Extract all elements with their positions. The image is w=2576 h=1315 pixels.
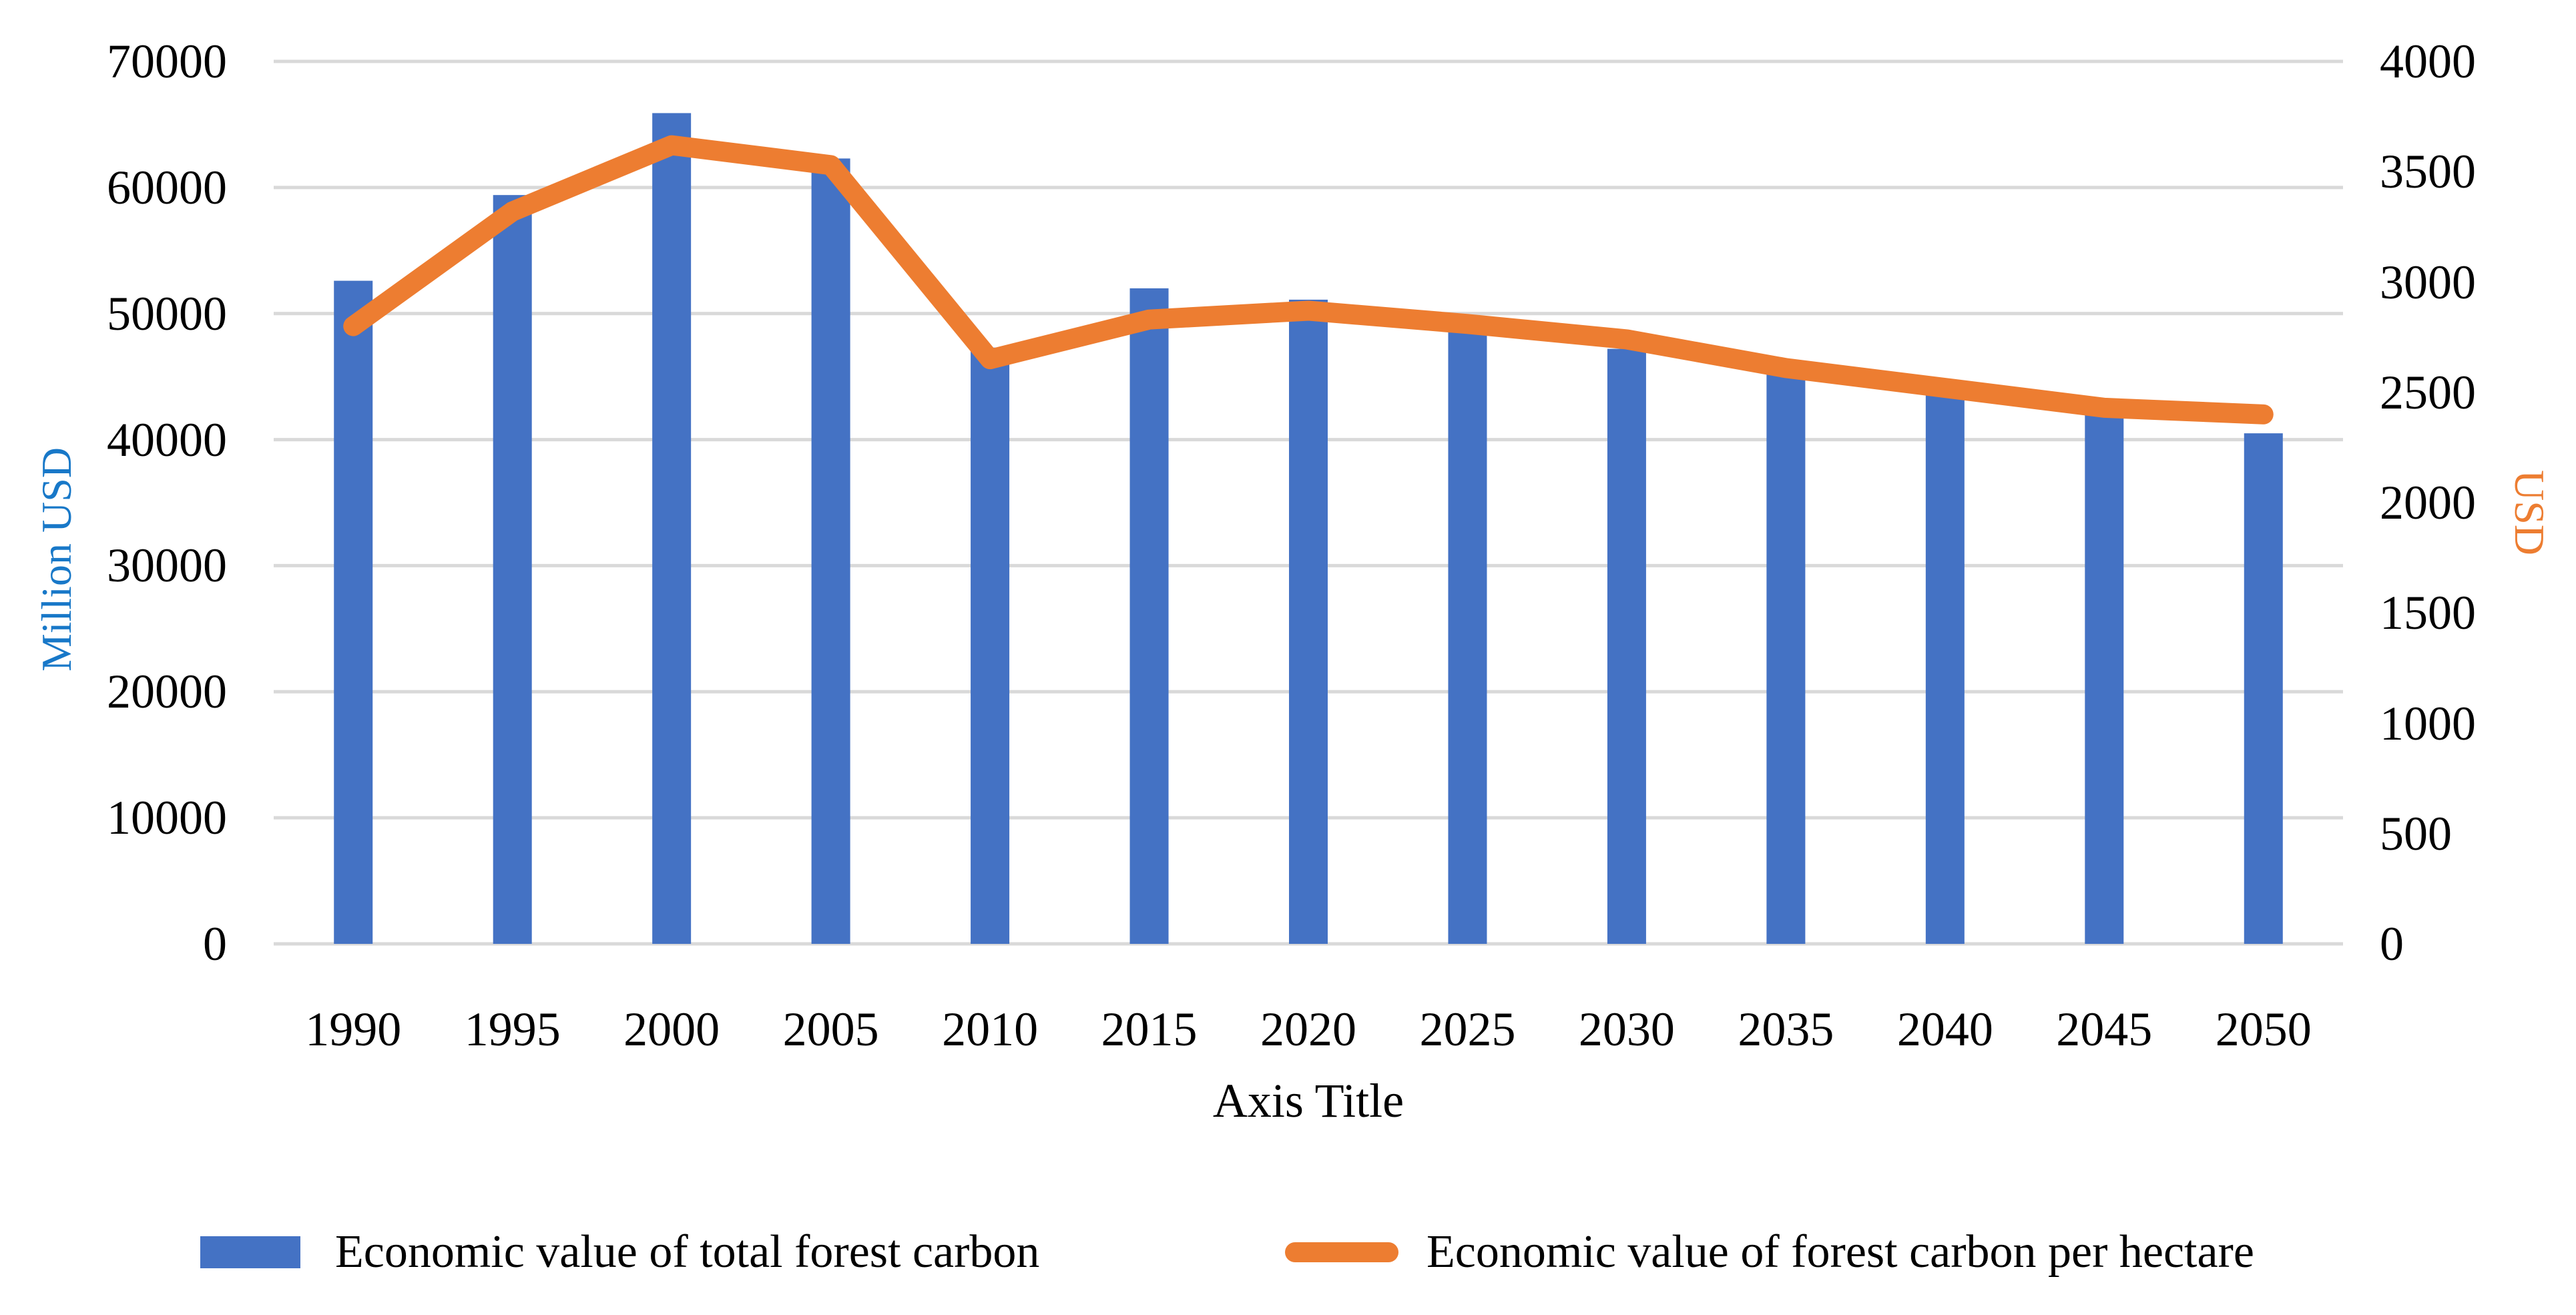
- legend-item-line-series: Economic value of forest carbon per hect…: [1285, 1226, 2254, 1279]
- bar-1990: [334, 280, 373, 944]
- legend-item-bar-series: Economic value of total forest carbon: [200, 1226, 1039, 1279]
- right-tick-500: 500: [2380, 806, 2452, 860]
- x-axis-title: Axis Title: [1212, 1074, 1404, 1127]
- legend-label-bar-series: Economic value of total forest carbon: [335, 1226, 1040, 1278]
- bar-2010: [971, 347, 1010, 944]
- left-tick-0: 0: [203, 917, 227, 971]
- right-tick-2000: 2000: [2380, 476, 2476, 529]
- bar-2030: [1607, 348, 1646, 944]
- bar-2045: [2085, 411, 2124, 944]
- right-tick-4000: 4000: [2380, 35, 2476, 88]
- x-tick-2010: 2010: [942, 1003, 1039, 1056]
- right-tick-1500: 1500: [2380, 586, 2476, 640]
- left-tick-60000: 60000: [107, 160, 227, 214]
- left-tick-40000: 40000: [107, 413, 227, 467]
- legend-label-line-series: Economic value of forest carbon per hect…: [1427, 1226, 2254, 1278]
- bar-2020: [1289, 299, 1328, 944]
- line-series-swatch-icon: [1285, 1242, 1398, 1262]
- bar-2005: [811, 158, 850, 944]
- left-tick-50000: 50000: [107, 286, 227, 340]
- x-tick-1990: 1990: [305, 1003, 402, 1056]
- x-tick-2000: 2000: [623, 1003, 720, 1056]
- x-tick-2045: 2045: [2056, 1003, 2153, 1056]
- bar-2015: [1129, 288, 1169, 944]
- bar-2000: [652, 113, 692, 945]
- right-axis-title: USD: [2506, 469, 2553, 556]
- bar-1995: [493, 195, 532, 944]
- right-tick-3000: 3000: [2380, 255, 2476, 309]
- bar-2050: [2244, 433, 2283, 944]
- x-tick-1995: 1995: [464, 1003, 561, 1056]
- right-tick-0: 0: [2380, 917, 2404, 971]
- bar-series-swatch-icon: [200, 1236, 300, 1268]
- left-axis-title: Million USD: [33, 447, 80, 672]
- right-tick-2500: 2500: [2380, 365, 2476, 419]
- x-tick-2015: 2015: [1101, 1003, 1198, 1056]
- x-tick-2025: 2025: [1419, 1003, 1516, 1056]
- right-tick-1000: 1000: [2380, 696, 2476, 750]
- bar-2035: [1766, 367, 1806, 944]
- left-tick-20000: 20000: [107, 665, 227, 719]
- left-tick-70000: 70000: [107, 35, 227, 88]
- x-tick-2050: 2050: [2215, 1003, 2312, 1056]
- x-tick-2035: 2035: [1738, 1003, 1834, 1056]
- left-tick-30000: 30000: [107, 539, 227, 593]
- line-series-path: [343, 135, 2274, 425]
- x-tick-2030: 2030: [1578, 1003, 1675, 1056]
- left-tick-10000: 10000: [107, 791, 227, 845]
- x-tick-2005: 2005: [782, 1003, 879, 1056]
- x-tick-2040: 2040: [1896, 1003, 1993, 1056]
- x-tick-2020: 2020: [1260, 1003, 1356, 1056]
- bar-2040: [1925, 389, 1965, 944]
- right-tick-3500: 3500: [2380, 145, 2476, 199]
- bar-2025: [1448, 331, 1487, 944]
